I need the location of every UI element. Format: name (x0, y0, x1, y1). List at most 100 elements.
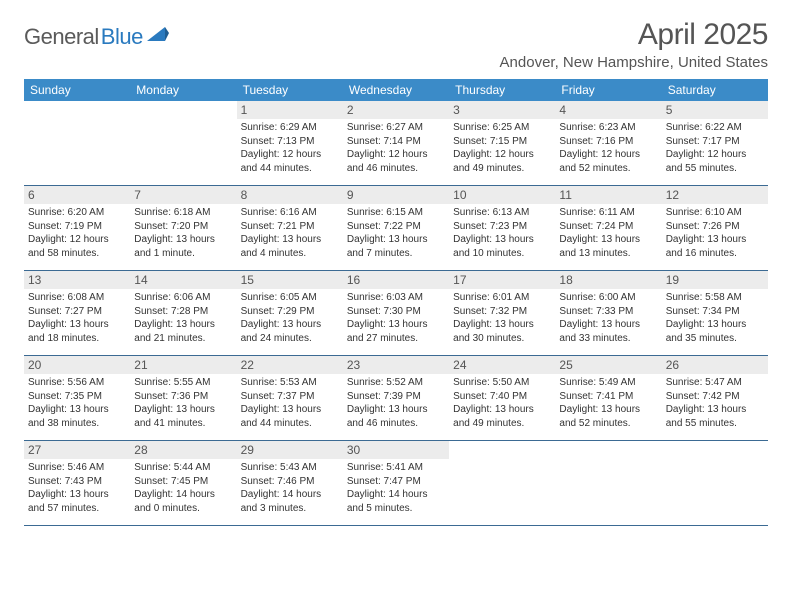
sunrise-line: Sunrise: 6:18 AM (134, 206, 232, 220)
day-body: Sunrise: 5:55 AMSunset: 7:36 PMDaylight:… (130, 374, 236, 434)
day-body: Sunrise: 5:53 AMSunset: 7:37 PMDaylight:… (237, 374, 343, 434)
day-number: 2 (343, 101, 449, 119)
sunrise-line: Sunrise: 6:00 AM (559, 291, 657, 305)
sunrise-line: Sunrise: 6:29 AM (241, 121, 339, 135)
sunset-line: Sunset: 7:35 PM (28, 390, 126, 404)
daylight-line: Daylight: 13 hours and 35 minutes. (666, 318, 764, 345)
sunset-line: Sunset: 7:27 PM (28, 305, 126, 319)
daylight-line: Daylight: 12 hours and 46 minutes. (347, 148, 445, 175)
sunset-line: Sunset: 7:16 PM (559, 135, 657, 149)
empty-cell (130, 101, 236, 185)
daylight-line: Daylight: 13 hours and 13 minutes. (559, 233, 657, 260)
sunset-line: Sunset: 7:41 PM (559, 390, 657, 404)
sunset-line: Sunset: 7:26 PM (666, 220, 764, 234)
day-number: 27 (24, 441, 130, 459)
daylight-line: Daylight: 12 hours and 58 minutes. (28, 233, 126, 260)
sunrise-line: Sunrise: 5:53 AM (241, 376, 339, 390)
day-number: 29 (237, 441, 343, 459)
week-row: 6Sunrise: 6:20 AMSunset: 7:19 PMDaylight… (24, 186, 768, 271)
day-cell: 8Sunrise: 6:16 AMSunset: 7:21 PMDaylight… (237, 186, 343, 270)
sunrise-line: Sunrise: 6:23 AM (559, 121, 657, 135)
day-cell: 25Sunrise: 5:49 AMSunset: 7:41 PMDayligh… (555, 356, 661, 440)
sunrise-line: Sunrise: 6:27 AM (347, 121, 445, 135)
sunset-line: Sunset: 7:46 PM (241, 475, 339, 489)
daylight-line: Daylight: 13 hours and 30 minutes. (453, 318, 551, 345)
day-number: 17 (449, 271, 555, 289)
sunset-line: Sunset: 7:28 PM (134, 305, 232, 319)
day-body: Sunrise: 5:49 AMSunset: 7:41 PMDaylight:… (555, 374, 661, 434)
daylight-line: Daylight: 13 hours and 10 minutes. (453, 233, 551, 260)
day-number: 7 (130, 186, 236, 204)
day-number: 3 (449, 101, 555, 119)
day-number: 25 (555, 356, 661, 374)
day-cell: 7 Sunrise: 6:18 AMSunset: 7:20 PMDaylight… (130, 186, 236, 270)
empty-cell (449, 441, 555, 525)
day-cell: 21Sunrise: 5:55 AMSunset: 7:36 PMDayligh… (130, 356, 236, 440)
sunset-line: Sunset: 7:34 PM (666, 305, 764, 319)
day-number: 20 (24, 356, 130, 374)
sunrise-line: Sunrise: 5:55 AM (134, 376, 232, 390)
sunrise-line: Sunrise: 5:58 AM (666, 291, 764, 305)
sunset-line: Sunset: 7:33 PM (559, 305, 657, 319)
daylight-line: Daylight: 14 hours and 3 minutes. (241, 488, 339, 515)
day-number: 19 (662, 271, 768, 289)
sunrise-line: Sunrise: 6:13 AM (453, 206, 551, 220)
day-cell: 1Sunrise: 6:29 AMSunset: 7:13 PMDaylight… (237, 101, 343, 185)
sunrise-line: Sunrise: 5:44 AM (134, 461, 232, 475)
day-body: Sunrise: 6:16 AMSunset: 7:21 PMDaylight:… (237, 204, 343, 264)
sunset-line: Sunset: 7:37 PM (241, 390, 339, 404)
day-cell: 9Sunrise: 6:15 AMSunset: 7:22 PMDaylight… (343, 186, 449, 270)
dow-header: Tuesday (237, 79, 343, 101)
sunset-line: Sunset: 7:15 PM (453, 135, 551, 149)
week-row: 1Sunrise: 6:29 AMSunset: 7:13 PMDaylight… (24, 101, 768, 186)
daylight-line: Daylight: 13 hours and 27 minutes. (347, 318, 445, 345)
sunset-line: Sunset: 7:23 PM (453, 220, 551, 234)
day-number: 24 (449, 356, 555, 374)
sunrise-line: Sunrise: 6:06 AM (134, 291, 232, 305)
sunset-line: Sunset: 7:36 PM (134, 390, 232, 404)
daylight-line: Daylight: 13 hours and 16 minutes. (666, 233, 764, 260)
sunset-line: Sunset: 7:20 PM (134, 220, 232, 234)
day-number: 4 (555, 101, 661, 119)
daylight-line: Daylight: 12 hours and 52 minutes. (559, 148, 657, 175)
sunrise-line: Sunrise: 6:22 AM (666, 121, 764, 135)
day-cell: 27Sunrise: 5:46 AMSunset: 7:43 PMDayligh… (24, 441, 130, 525)
day-body: Sunrise: 6:08 AMSunset: 7:27 PMDaylight:… (24, 289, 130, 349)
sunrise-line: Sunrise: 6:01 AM (453, 291, 551, 305)
sunrise-line: Sunrise: 5:52 AM (347, 376, 445, 390)
sunset-line: Sunset: 7:42 PM (666, 390, 764, 404)
logo: GeneralBlue (24, 24, 169, 50)
sunrise-line: Sunrise: 5:50 AM (453, 376, 551, 390)
sunset-line: Sunset: 7:22 PM (347, 220, 445, 234)
sunrise-line: Sunrise: 6:08 AM (28, 291, 126, 305)
week-row: 13Sunrise: 6:08 AMSunset: 7:27 PMDayligh… (24, 271, 768, 356)
daylight-line: Daylight: 13 hours and 7 minutes. (347, 233, 445, 260)
day-body: Sunrise: 5:56 AMSunset: 7:35 PMDaylight:… (24, 374, 130, 434)
day-body: Sunrise: 6:10 AMSunset: 7:26 PMDaylight:… (662, 204, 768, 264)
sunset-line: Sunset: 7:45 PM (134, 475, 232, 489)
day-number: 1 (237, 101, 343, 119)
day-cell: 23Sunrise: 5:52 AMSunset: 7:39 PMDayligh… (343, 356, 449, 440)
logo-text-blue: Blue (101, 24, 143, 50)
day-number: 23 (343, 356, 449, 374)
day-body: Sunrise: 5:50 AMSunset: 7:40 PMDaylight:… (449, 374, 555, 434)
daylight-line: Daylight: 13 hours and 24 minutes. (241, 318, 339, 345)
day-number: 21 (130, 356, 236, 374)
daylight-line: Daylight: 13 hours and 44 minutes. (241, 403, 339, 430)
day-body: Sunrise: 5:44 AMSunset: 7:45 PMDaylight:… (130, 459, 236, 519)
location-subtitle: Andover, New Hampshire, United States (500, 54, 768, 71)
daylight-line: Daylight: 12 hours and 55 minutes. (666, 148, 764, 175)
day-cell: 15Sunrise: 6:05 AMSunset: 7:29 PMDayligh… (237, 271, 343, 355)
day-cell: 6Sunrise: 6:20 AMSunset: 7:19 PMDaylight… (24, 186, 130, 270)
day-body: Sunrise: 6:11 AMSunset: 7:24 PMDaylight:… (555, 204, 661, 264)
day-cell: 5Sunrise: 6:22 AMSunset: 7:17 PMDaylight… (662, 101, 768, 185)
day-number: 28 (130, 441, 236, 459)
sunrise-line: Sunrise: 6:16 AM (241, 206, 339, 220)
day-cell: 3Sunrise: 6:25 AMSunset: 7:15 PMDaylight… (449, 101, 555, 185)
sunrise-line: Sunrise: 6:10 AM (666, 206, 764, 220)
daylight-line: Daylight: 13 hours and 1 minute. (134, 233, 232, 260)
day-body: Sunrise: 5:52 AMSunset: 7:39 PMDaylight:… (343, 374, 449, 434)
sunset-line: Sunset: 7:30 PM (347, 305, 445, 319)
day-body: Sunrise: 6:22 AMSunset: 7:17 PMDaylight:… (662, 119, 768, 179)
dow-header: Saturday (662, 79, 768, 101)
